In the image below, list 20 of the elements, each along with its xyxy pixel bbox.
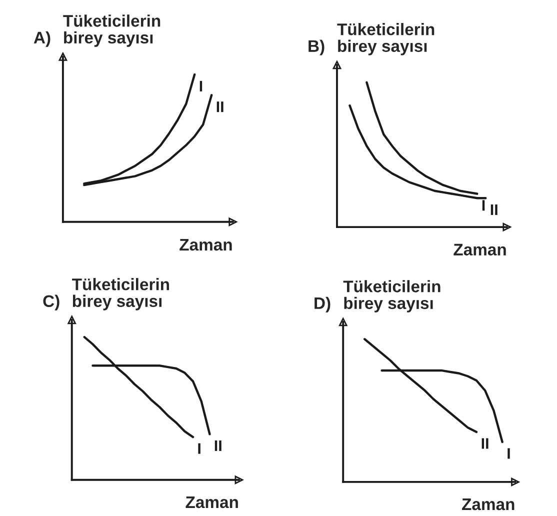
chart-title: B) xyxy=(308,40,324,56)
x-axis-title: Zaman xyxy=(454,244,506,256)
chart-title: C) xyxy=(43,294,60,310)
series-label: II xyxy=(482,438,488,449)
series-label: II xyxy=(214,440,222,451)
y-axis-title: Tüketicilerin birey sayısı xyxy=(337,23,434,56)
y-axis-title: Tüketicilerin birey sayısı xyxy=(63,14,160,47)
x-axis-title: Zaman xyxy=(186,496,238,508)
series-label: I xyxy=(482,200,485,211)
chart-title: A) xyxy=(34,31,50,47)
chart-title: D) xyxy=(314,296,330,312)
y-axis-title: Tüketicilerin birey sayısı xyxy=(343,280,440,312)
series-label: II xyxy=(490,204,498,215)
x-axis-title: Zaman xyxy=(180,239,232,251)
series-label: II xyxy=(216,102,224,112)
y-axis-title: Tüketicilerin birey sayısı xyxy=(72,278,169,310)
series-label: I xyxy=(198,443,200,454)
x-axis-title: Zaman xyxy=(462,498,514,510)
series-label: I xyxy=(508,448,510,459)
series-label: I xyxy=(200,80,202,92)
